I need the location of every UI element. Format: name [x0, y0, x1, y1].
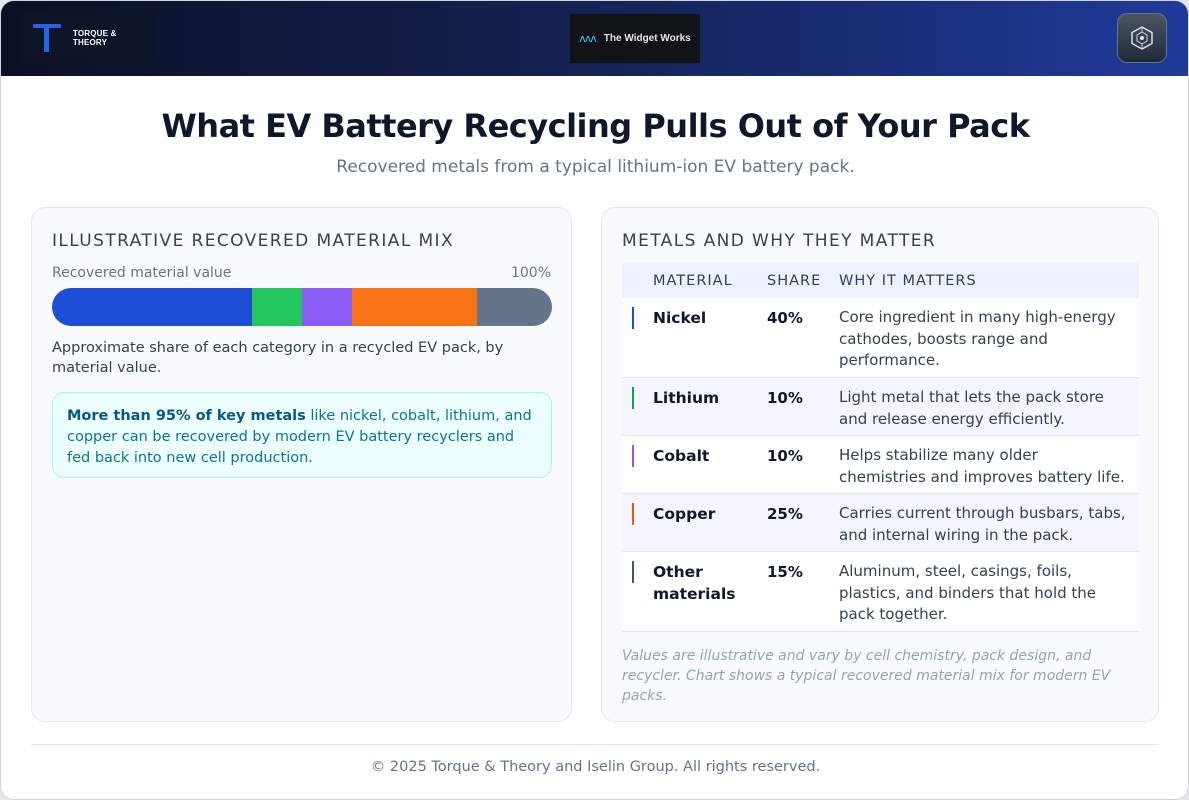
table-row: Lithium 10% Light metal that lets the pack…: [622, 378, 1139, 436]
bar-segment-nickel: [52, 288, 252, 326]
why-cell: Core ingredient in many high-energy cath…: [839, 308, 1116, 369]
cube-network-icon[interactable]: [1117, 13, 1167, 63]
material-cell: Cobalt: [653, 447, 710, 465]
share-cell: 10%: [767, 389, 803, 407]
recovery-callout: More than 95% of key metals like nickel,…: [52, 392, 552, 478]
metals-table: MATERIAL SHARE WHY IT MATTERS Nickel 40% C…: [622, 263, 1139, 632]
column-header-share: SHARE: [767, 272, 822, 289]
table-body: Nickel 40% Core ingredient in many high-en…: [622, 298, 1139, 632]
metals-card: METALS AND WHY THEY MATTER MATERIAL SHAR…: [601, 207, 1159, 722]
why-cell: Carries current through busbars, tabs, a…: [839, 504, 1126, 544]
callout-text: like nickel, cobalt, lithium, and copper…: [67, 408, 532, 466]
torque-theory-logo[interactable]: TORQUE & THEORY: [23, 13, 153, 63]
metals-card-heading: METALS AND WHY THEY MATTER: [622, 231, 937, 251]
page-title: What EV Battery Recycling Pulls Out of Y…: [161, 107, 1030, 145]
material-cell: Other materials: [653, 563, 736, 603]
t-logo-icon: [31, 20, 63, 56]
row-color-marker: [632, 387, 634, 409]
table-row: Nickel 40% Core ingredient in many high-en…: [622, 298, 1139, 378]
share-cell: 15%: [767, 563, 803, 581]
why-cell: Helps stabilize many older chemistries a…: [839, 446, 1125, 486]
row-color-marker: [632, 445, 634, 467]
widget-works-logo[interactable]: ʌʌʌ The Widget Works: [570, 14, 700, 63]
table-row: Copper 25% Carries current through busbars…: [622, 494, 1139, 552]
center-brand-name: The Widget Works: [603, 33, 691, 44]
table-row: Other materials 15% Aluminum, steel, casin…: [622, 552, 1139, 632]
column-header-material: MATERIAL: [653, 272, 733, 289]
wave-icon: ʌʌʌ: [579, 32, 597, 45]
row-color-marker: [632, 503, 634, 525]
bar-segment-lithium: [252, 288, 302, 326]
share-cell: 10%: [767, 447, 803, 465]
bar-segment-cobalt: [302, 288, 352, 326]
footer-divider: [31, 744, 1159, 745]
row-color-marker: [632, 307, 634, 329]
share-cell: 25%: [767, 505, 803, 523]
bar-total: 100%: [510, 265, 551, 281]
column-header-why: WHY IT MATTERS: [839, 272, 977, 289]
page-subtitle: Recovered metals from a typical lithium-…: [336, 157, 855, 177]
left-brand-name: TORQUE & THEORY: [72, 29, 117, 47]
callout-highlight: More than 95% of key metals: [67, 408, 306, 424]
share-cell: 40%: [767, 309, 803, 327]
stacked-bar: [52, 288, 552, 326]
material-cell: Copper: [653, 505, 716, 523]
bar-caption: Approximate share of each category in a …: [52, 340, 504, 376]
table-header: MATERIAL SHARE WHY IT MATTERS: [622, 263, 1139, 298]
why-cell: Light metal that lets the pack store and…: [839, 388, 1104, 428]
bar-label: Recovered material value: [52, 265, 232, 281]
material-mix-card: ILLUSTRATIVE RECOVERED MATERIAL MIX Reco…: [31, 207, 572, 722]
why-cell: Aluminum, steel, casings, foils, plastic…: [839, 562, 1097, 623]
material-cell: Nickel: [653, 309, 707, 327]
material-cell: Lithium: [653, 389, 720, 407]
bar-segment-copper: [352, 288, 477, 326]
row-color-marker: [632, 561, 634, 583]
bar-segment-other-materials: [477, 288, 552, 326]
mix-card-heading: ILLUSTRATIVE RECOVERED MATERIAL MIX: [52, 231, 455, 251]
table-row: Cobalt 10% Helps stabilize many older chem…: [622, 436, 1139, 494]
header-banner: TORQUE & THEORY ʌʌʌ The Widget Works: [1, 1, 1188, 76]
copyright-text: © 2025 Torque & Theory and Iselin Group.…: [370, 759, 821, 775]
table-footnote: Values are illustrative and vary by cell…: [622, 648, 1111, 704]
